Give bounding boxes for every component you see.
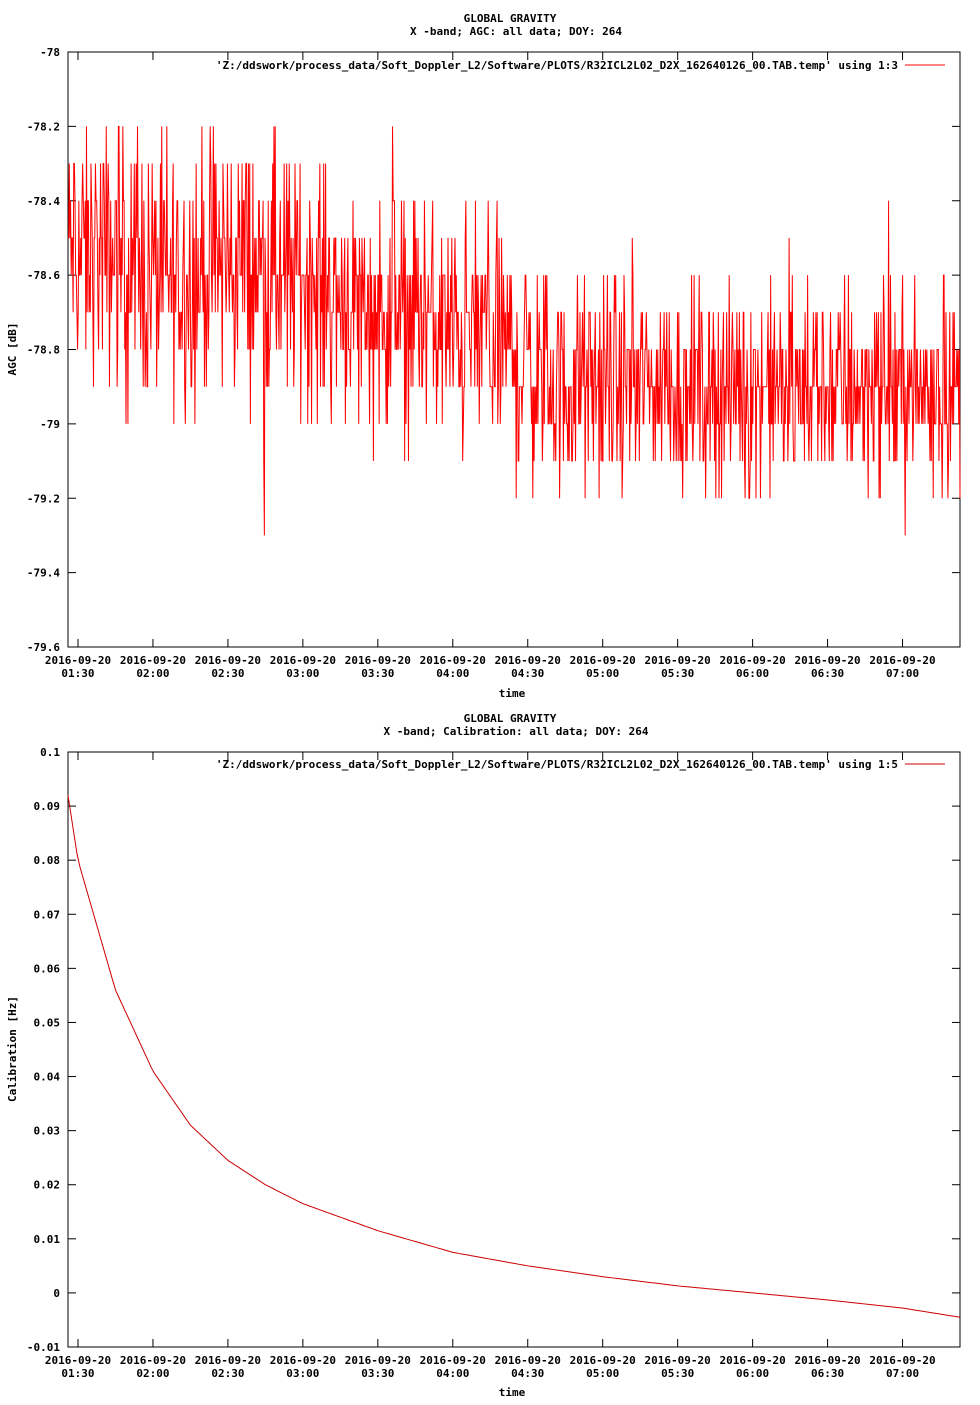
chart2-ytick-label: 0.07 (34, 908, 61, 921)
chart1-ytick-label: -79.6 (27, 641, 60, 654)
chart1-xtick-time-label: 02:00 (136, 667, 169, 680)
chart1-xtick-date-label: 2016-09-20 (495, 654, 561, 667)
chart2-xtick-time-label: 04:00 (436, 1367, 469, 1380)
chart2-xtick-date-label: 2016-09-20 (570, 1354, 636, 1367)
chart2-ytick-label: 0.09 (34, 800, 61, 813)
chart1-xtick-date-label: 2016-09-20 (869, 654, 935, 667)
chart2-xtick-date-label: 2016-09-20 (45, 1354, 111, 1367)
chart2-xtick-date-label: 2016-09-20 (270, 1354, 336, 1367)
chart1-xtick-time-label: 03:30 (361, 667, 394, 680)
chart2-xlabel: time (499, 1386, 526, 1399)
chart1-xtick-date-label: 2016-09-20 (345, 654, 411, 667)
chart1-xtick-time-label: 05:30 (661, 667, 694, 680)
chart1-xtick-date-label: 2016-09-20 (794, 654, 860, 667)
chart1-ytick-label: -78.6 (27, 269, 60, 282)
chart2-title: GLOBAL GRAVITY (464, 712, 557, 725)
chart1-ytick-label: -78.4 (27, 195, 60, 208)
chart1-xtick-time-label: 02:30 (211, 667, 244, 680)
chart1-legend-label: 'Z:/ddswork/process_data/Soft_Doppler_L2… (216, 59, 898, 72)
chart1-ytick-label: -78.8 (27, 344, 60, 357)
chart2-xtick-time-label: 05:00 (586, 1367, 619, 1380)
chart2-ytick-label: 0.05 (34, 1016, 61, 1029)
chart2-ytick-label: 0.1 (40, 746, 60, 759)
chart1-xtick-date-label: 2016-09-20 (270, 654, 336, 667)
chart1-xtick-date-label: 2016-09-20 (719, 654, 785, 667)
chart1-xtick-time-label: 03:00 (286, 667, 319, 680)
chart1-xtick-time-label: 01:30 (61, 667, 94, 680)
chart1-series-line (68, 125, 961, 536)
chart1-xtick-date-label: 2016-09-20 (420, 654, 486, 667)
chart2-ytick-label: 0.01 (34, 1233, 61, 1246)
chart1-xlabel: time (499, 687, 526, 700)
chart2-xtick-time-label: 03:30 (361, 1367, 394, 1380)
chart2-xtick-time-label: 07:00 (886, 1367, 919, 1380)
chart1-xtick-time-label: 07:00 (886, 667, 919, 680)
chart2-xtick-time-label: 05:30 (661, 1367, 694, 1380)
chart2-xtick-date-label: 2016-09-20 (420, 1354, 486, 1367)
chart2-xtick-date-label: 2016-09-20 (345, 1354, 411, 1367)
chart1-xtick-date-label: 2016-09-20 (120, 654, 186, 667)
chart1-ytick-label: -79.4 (27, 567, 60, 580)
chart2-ytick-label: 0.06 (34, 962, 61, 975)
chart1-xtick-time-label: 04:00 (436, 667, 469, 680)
chart2-xtick-date-label: 2016-09-20 (719, 1354, 785, 1367)
chart1-title: GLOBAL GRAVITY (464, 12, 557, 25)
chart2-xtick-time-label: 01:30 (61, 1367, 94, 1380)
chart2-xtick-date-label: 2016-09-20 (120, 1354, 186, 1367)
chart2-xtick-date-label: 2016-09-20 (869, 1354, 935, 1367)
chart2-xtick-date-label: 2016-09-20 (495, 1354, 561, 1367)
chart2-xtick-time-label: 06:00 (736, 1367, 769, 1380)
chart2-ytick-label: 0.08 (34, 854, 61, 867)
chart1-ytick-label: -78 (40, 46, 60, 59)
chart2-xtick-time-label: 03:00 (286, 1367, 319, 1380)
chart2-ytick-label: 0 (53, 1287, 60, 1300)
chart1-xtick-time-label: 06:30 (811, 667, 844, 680)
chart1-ytick-label: -78.2 (27, 120, 60, 133)
chart2-ytick-label: -0.01 (27, 1341, 60, 1354)
chart2-xtick-date-label: 2016-09-20 (195, 1354, 261, 1367)
chart2-xtick-time-label: 02:00 (136, 1367, 169, 1380)
chart1-xtick-date-label: 2016-09-20 (45, 654, 111, 667)
chart2-xtick-time-label: 02:30 (211, 1367, 244, 1380)
chart2-xtick-time-label: 04:30 (511, 1367, 544, 1380)
chart2-subtitle: X -band; Calibration: all data; DOY: 264 (384, 725, 649, 738)
chart1-ylabel: AGC [dB] (6, 323, 19, 376)
chart2-ytick-label: 0.04 (34, 1071, 61, 1084)
chart2-series-line (67, 795, 961, 1318)
chart2-ytick-label: 0.02 (34, 1179, 61, 1192)
chart2-xtick-date-label: 2016-09-20 (645, 1354, 711, 1367)
chart1-xtick-date-label: 2016-09-20 (195, 654, 261, 667)
chart2-plot-frame (67, 751, 961, 1348)
chart1-ytick-label: -79.2 (27, 492, 60, 505)
chart1-ytick-label: -79 (40, 418, 60, 431)
chart1-xtick-date-label: 2016-09-20 (570, 654, 636, 667)
chart2-xtick-date-label: 2016-09-20 (794, 1354, 860, 1367)
chart2-legend-label: 'Z:/ddswork/process_data/Soft_Doppler_L2… (216, 758, 898, 771)
chart2-ylabel: Calibration [Hz] (6, 996, 19, 1102)
chart1-xtick-time-label: 06:00 (736, 667, 769, 680)
chart1-xtick-date-label: 2016-09-20 (645, 654, 711, 667)
chart1-xtick-time-label: 05:00 (586, 667, 619, 680)
chart1-xtick-time-label: 04:30 (511, 667, 544, 680)
chart1-subtitle: X -band; AGC: all data; DOY: 264 (410, 25, 622, 38)
chart2-ytick-label: 0.03 (34, 1125, 61, 1138)
chart2-xtick-time-label: 06:30 (811, 1367, 844, 1380)
